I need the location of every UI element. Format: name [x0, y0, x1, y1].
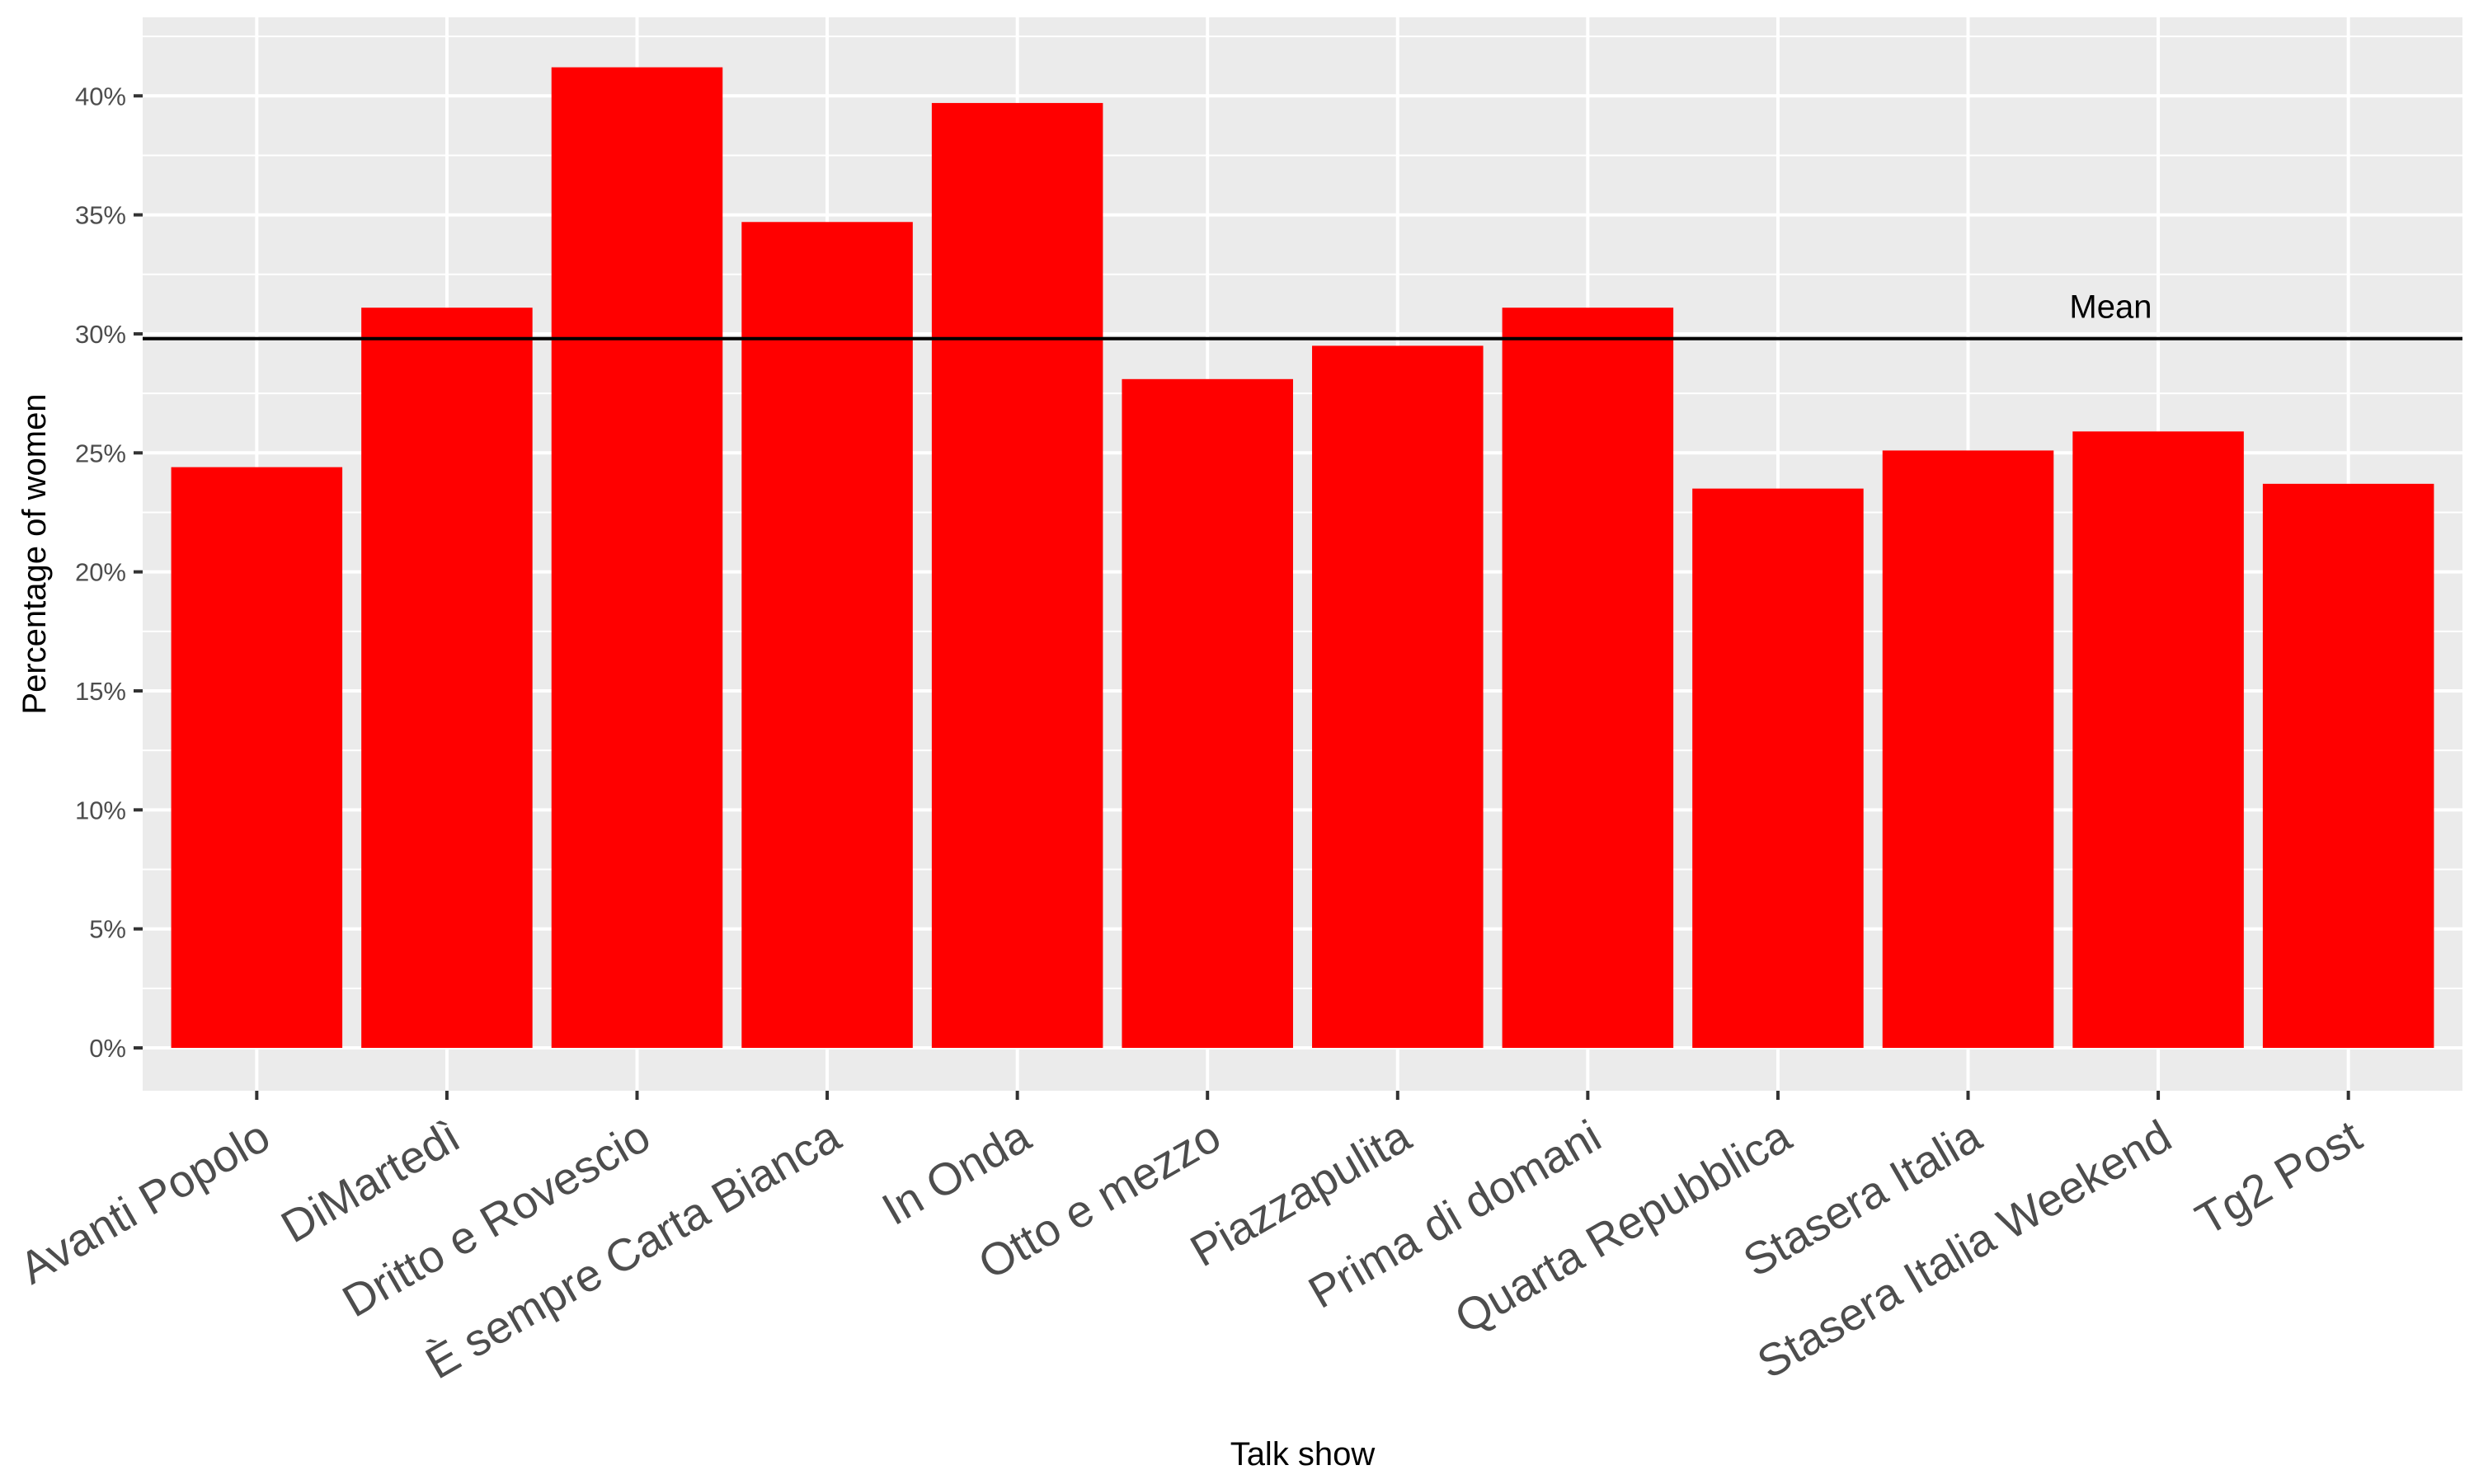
- mean-line-label: Mean: [2069, 289, 2152, 326]
- x-tick-label: Quarta Repubblica: [1446, 1110, 1800, 1343]
- bar: [931, 102, 1103, 1049]
- bar: [551, 67, 723, 1049]
- x-tick-label: In Onda: [873, 1110, 1039, 1235]
- y-tick-label: 25%: [75, 439, 126, 467]
- y-tick-label: 15%: [75, 677, 126, 706]
- x-axis-title: Talk show: [1230, 1436, 1376, 1472]
- x-tick-label: Dritto e Rovescio: [334, 1110, 659, 1327]
- bar: [1882, 450, 2054, 1049]
- bar: [1692, 488, 1864, 1049]
- bar: [2262, 483, 2434, 1049]
- bar: [1122, 378, 1293, 1049]
- bar: [2072, 431, 2244, 1049]
- bar: [171, 467, 343, 1049]
- y-axis-ticks: 0% 5% 10% 15% 20% 25% 30% 35% 40%: [75, 82, 143, 1063]
- bar: [1312, 345, 1484, 1049]
- y-tick-label: 0%: [89, 1034, 126, 1063]
- x-tick-label: Tg2 Post: [2187, 1110, 2370, 1245]
- y-tick-label: 40%: [75, 82, 126, 110]
- y-axis-title: Percentage of women: [16, 393, 53, 714]
- y-tick-label: 10%: [75, 796, 126, 824]
- bar: [361, 308, 533, 1049]
- y-tick-label: 30%: [75, 320, 126, 349]
- bars-group: [171, 67, 2434, 1049]
- bar: [1502, 308, 1674, 1049]
- y-tick-label: 20%: [75, 558, 126, 587]
- y-tick-label: 5%: [89, 915, 126, 944]
- x-tick-label: Avanti Popolo: [11, 1110, 278, 1294]
- bar: [741, 222, 913, 1049]
- y-tick-label: 35%: [75, 201, 126, 230]
